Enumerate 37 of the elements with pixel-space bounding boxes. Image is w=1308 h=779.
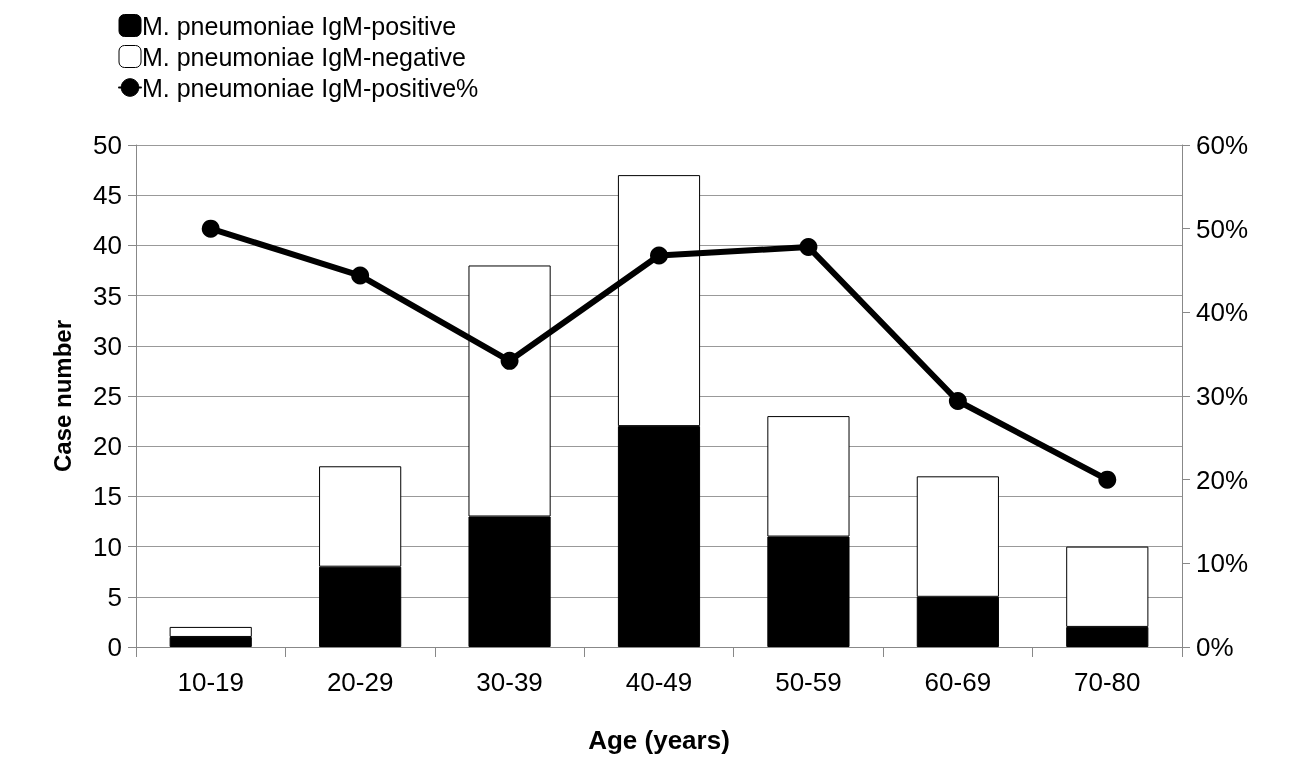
legend-label: M. pneumoniae IgM-positive% — [142, 73, 479, 102]
y-tick-label: 35 — [93, 280, 122, 311]
point — [1098, 470, 1117, 489]
point — [948, 392, 967, 411]
x-tick-label: 70-80 — [1074, 667, 1141, 697]
y-tick-label: 50 — [93, 130, 122, 160]
y2-tick-label: 20% — [1196, 464, 1249, 495]
y-tick-label: 15 — [93, 481, 122, 512]
y2-tick-label: 10% — [1196, 548, 1249, 579]
legend-label: M. pneumoniae IgM-negative — [142, 42, 466, 71]
y2-tick-label: 30% — [1196, 381, 1249, 411]
y2-tick-label: 0% — [1196, 632, 1234, 662]
x-tick-label: 40-49 — [625, 667, 693, 697]
y-tick-label: 20 — [93, 431, 122, 462]
y-tick-label: 5 — [107, 581, 122, 612]
point — [650, 246, 668, 265]
x-tick-label: 30-39 — [476, 667, 543, 697]
x-tick-label: 60-69 — [924, 667, 992, 697]
x-tick-label: 50-59 — [775, 667, 842, 697]
point — [201, 219, 220, 238]
y2-tick-label: 40% — [1196, 297, 1249, 328]
y-tick-label: 0 — [107, 632, 122, 662]
y-axis-title: Case number — [48, 319, 76, 473]
point — [351, 266, 370, 285]
x-axis-title: Age (years) — [588, 725, 730, 755]
y-tick-label: 40 — [93, 230, 122, 261]
x-tick-label: 20-29 — [326, 667, 394, 697]
point — [500, 351, 519, 370]
y2-tick-label: 60% — [1196, 130, 1249, 160]
y2-tick-label: 50% — [1196, 213, 1249, 244]
legend-label: M. pneumoniae IgM-positive — [142, 11, 457, 40]
y-tick-label: 10 — [93, 531, 122, 562]
x-tick-label: 10-19 — [177, 667, 244, 697]
y-tick-label: 45 — [93, 180, 122, 211]
y-tick-label: 30 — [93, 330, 122, 361]
point — [799, 238, 818, 257]
y-tick-label: 25 — [93, 381, 122, 411]
